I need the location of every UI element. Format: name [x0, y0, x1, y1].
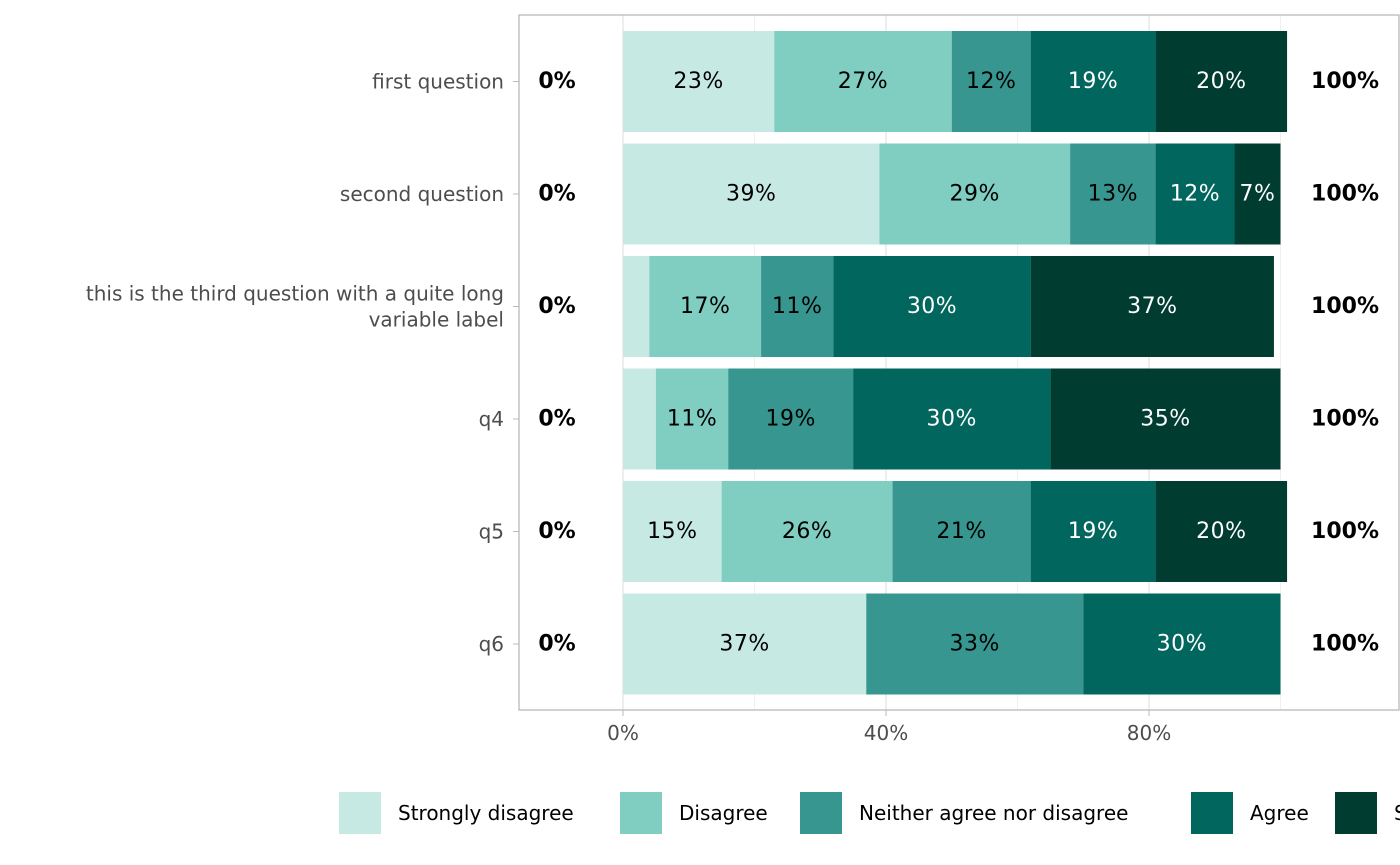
y-tick-label: variable label: [369, 308, 504, 332]
bar-label: 35%: [1140, 407, 1190, 432]
legend-label: Neither agree nor disagree: [859, 801, 1128, 825]
bar-segment: [1030, 31, 1156, 132]
bar-label: 30%: [927, 407, 977, 432]
bar-segment: [879, 143, 1071, 245]
bar-label: 29%: [950, 182, 1000, 207]
left-total-label: 0%: [538, 519, 575, 544]
bar-segment: [1155, 31, 1288, 132]
bar-segment: [951, 31, 1031, 132]
bar-segment: [761, 256, 834, 357]
bar-segment: [1234, 143, 1281, 245]
y-tick-label: q5: [479, 520, 504, 544]
bar-segment: [774, 31, 952, 132]
legend-label: Strongly disagree: [398, 801, 574, 825]
left-total-label: 0%: [538, 294, 575, 319]
bar-segment: [1070, 143, 1156, 245]
bar-segment: [623, 593, 867, 695]
legend-swatch: [339, 792, 381, 834]
bar-label: 20%: [1196, 519, 1246, 544]
left-total-label: 0%: [538, 632, 575, 657]
bar-label: 30%: [907, 294, 957, 319]
left-total-label: 0%: [538, 407, 575, 432]
bar-label: 12%: [1170, 182, 1220, 207]
legend-swatch: [1335, 792, 1377, 834]
legend-label: Agree: [1250, 801, 1309, 825]
left-total-label: 0%: [538, 69, 575, 94]
bar-label: 21%: [936, 519, 986, 544]
bar-segment: [1155, 481, 1288, 582]
bar-label: 19%: [1068, 519, 1118, 544]
bar-segment: [655, 368, 729, 470]
right-total-label: 100%: [1311, 182, 1379, 207]
bar-label: 33%: [950, 632, 1000, 657]
bar-segment: [623, 256, 650, 357]
bar-label: 11%: [667, 407, 717, 432]
legend-swatch: [800, 792, 842, 834]
x-tick-label: 40%: [864, 721, 908, 745]
bar-label: 30%: [1157, 632, 1207, 657]
bar-label: 19%: [765, 407, 815, 432]
left-total-label: 0%: [538, 182, 575, 207]
bar-segment: [1030, 481, 1156, 582]
bar-segment: [1083, 593, 1281, 695]
legend-swatch: [620, 792, 662, 834]
y-tick-label: this is the third question with a quite …: [86, 282, 504, 306]
right-total-label: 100%: [1311, 407, 1379, 432]
bar-label: 7%: [1240, 182, 1276, 207]
bar-label: 37%: [719, 632, 769, 657]
bar-segment: [649, 256, 762, 357]
panel-border: [518, 14, 1400, 711]
legend-label: Disagree: [679, 801, 768, 825]
right-total-label: 100%: [1311, 294, 1379, 319]
bar-label: 15%: [647, 519, 697, 544]
bar-label: 11%: [772, 294, 822, 319]
bar-label: 37%: [1127, 294, 1177, 319]
bar-segment: [1050, 368, 1281, 470]
bar-segment: [623, 481, 722, 582]
bar-segment: [833, 256, 1031, 357]
x-tick-label: 80%: [1127, 721, 1171, 745]
bar-segment: [623, 31, 775, 132]
bar-label: 13%: [1088, 182, 1138, 207]
right-total-label: 100%: [1311, 69, 1379, 94]
y-tick-label: q6: [479, 632, 504, 656]
bar-segment: [892, 481, 1031, 582]
right-total-label: 100%: [1311, 632, 1379, 657]
right-total-label: 100%: [1311, 519, 1379, 544]
bar-label: 39%: [726, 182, 776, 207]
y-tick-label: q4: [479, 407, 504, 431]
bar-label: 17%: [680, 294, 730, 319]
legend-label: Strongly agree: [1394, 801, 1400, 825]
bar-label: 12%: [966, 69, 1016, 94]
bar-label: 19%: [1068, 69, 1118, 94]
bar-segment: [1030, 256, 1274, 357]
bar-segment: [721, 481, 893, 582]
bar-segment: [623, 368, 656, 470]
bar-segment: [1155, 143, 1235, 245]
bar-segment: [853, 368, 1051, 470]
legend-swatch: [1191, 792, 1233, 834]
bar-label: 20%: [1196, 69, 1246, 94]
bar-segment: [728, 368, 854, 470]
bar-label: 23%: [673, 69, 723, 94]
bar-label: 27%: [838, 69, 888, 94]
x-tick-label: 0%: [607, 721, 639, 745]
y-tick-label: first question: [372, 70, 504, 94]
bar-label: 26%: [782, 519, 832, 544]
y-tick-label: second question: [340, 182, 504, 206]
bar-segment: [623, 143, 880, 245]
bar-segment: [866, 593, 1084, 695]
